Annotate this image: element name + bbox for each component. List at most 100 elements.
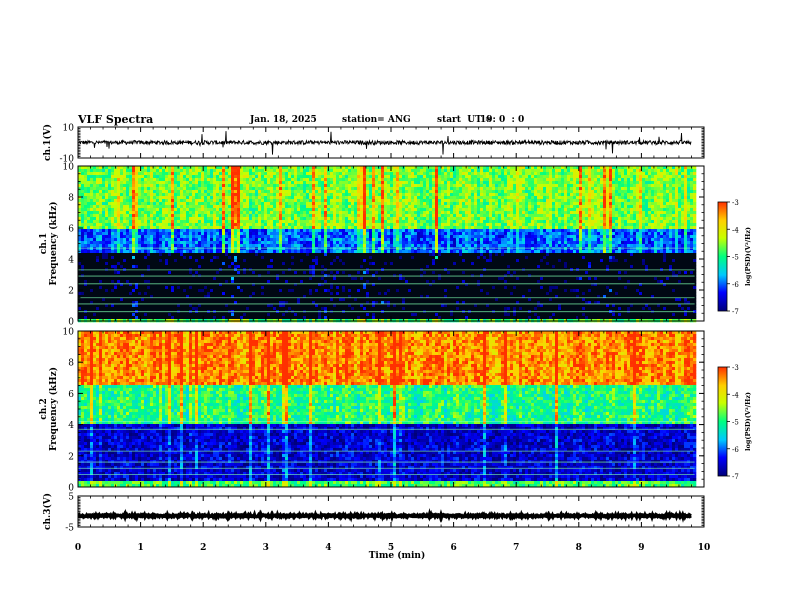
spectrogram-cell — [459, 196, 463, 200]
spectrogram-cell — [228, 205, 232, 209]
spectrogram-cell — [123, 217, 127, 221]
spectrogram-cell — [330, 172, 334, 176]
spectrogram-cell — [525, 211, 529, 215]
spectrogram-cell — [117, 208, 121, 212]
spectrogram-cell — [654, 202, 658, 206]
spectrogram-cell — [456, 172, 460, 176]
spectrogram-cell — [417, 208, 421, 212]
spectrogram-cell — [183, 220, 187, 224]
spectrogram-cell — [351, 166, 355, 170]
spectrogram-cell — [495, 169, 499, 173]
spectrogram-cell — [402, 190, 406, 194]
spectrogram-cell — [84, 208, 88, 212]
spectrogram-cell — [135, 217, 139, 221]
spectrogram-cell — [90, 235, 94, 239]
spectrogram-cell — [588, 211, 592, 215]
spectrogram-cell — [279, 202, 283, 206]
spectrogram-cell — [423, 208, 427, 212]
spectrogram-cell — [528, 172, 532, 176]
spectrogram-cell — [684, 190, 688, 194]
spectrogram-cell — [360, 190, 364, 194]
spectrogram-cell — [594, 214, 598, 218]
spectrogram-cell — [288, 235, 292, 239]
spectrogram-cell — [183, 217, 187, 221]
spectrogram-cell — [78, 187, 82, 191]
spectrogram-cell — [372, 175, 376, 179]
spectrogram-cell — [324, 205, 328, 209]
spectrogram-cell — [93, 211, 97, 215]
spectrogram-cell — [558, 166, 562, 170]
spectrogram-cell — [378, 184, 382, 188]
spectrogram-cell — [330, 175, 334, 179]
spectrogram-cell — [462, 223, 466, 227]
spectrogram-cell — [249, 187, 253, 191]
spectrogram-cell — [255, 181, 259, 185]
spectrogram-cell — [480, 184, 484, 188]
spectrogram-cell — [99, 226, 103, 230]
spectrogram-cell — [234, 184, 238, 188]
spectrogram-cell — [540, 196, 544, 200]
spectrogram-cell — [432, 223, 436, 227]
spectrogram-cell — [411, 178, 415, 182]
spectrogram-cell — [690, 193, 694, 197]
spectrogram-cell — [327, 202, 331, 206]
spectrogram-cell — [336, 235, 340, 239]
spectrogram-cell — [642, 223, 646, 227]
spectrogram-cell — [384, 214, 388, 218]
spectrogram-cell — [573, 232, 577, 236]
spectrogram-cell — [567, 223, 571, 227]
spectrogram-cell — [471, 217, 475, 221]
spectrogram-cell — [672, 172, 676, 176]
spectrogram-cell — [339, 220, 343, 224]
spectrogram-cell — [486, 229, 490, 233]
spectrogram-cell — [390, 217, 394, 221]
spectrogram-cell — [582, 172, 586, 176]
spectrogram-cell — [408, 205, 412, 209]
spectrogram-cell — [453, 190, 457, 194]
spectrogram-cell — [225, 199, 229, 203]
spectrogram-cell — [408, 175, 412, 179]
spectrogram-cell — [393, 172, 397, 176]
spectrogram-cell — [234, 166, 238, 170]
spectrogram-cell — [333, 187, 337, 191]
spectrogram-cell — [600, 229, 604, 233]
spectrogram-cell — [84, 226, 88, 230]
spectrogram-cell — [684, 175, 688, 179]
spectrogram-cell — [129, 193, 133, 197]
spectrogram-cell — [312, 169, 316, 173]
spectrogram-cell — [294, 232, 298, 236]
spectrogram-cell — [231, 232, 235, 236]
spectrogram-cell — [78, 196, 82, 200]
spectrogram-cell — [237, 202, 241, 206]
spectrogram-cell — [312, 190, 316, 194]
spectrogram-cell — [396, 196, 400, 200]
spectrogram-cell — [597, 220, 601, 224]
spectrogram-cell — [567, 220, 571, 224]
spectrogram-cell — [363, 169, 367, 173]
spectrogram-cell — [210, 223, 214, 227]
spectrogram-cell — [543, 208, 547, 212]
spectrogram-cell — [207, 235, 211, 239]
spectrogram-cell — [543, 169, 547, 173]
spectrogram-cell — [663, 172, 667, 176]
spectrogram-cell — [528, 232, 532, 236]
spectrogram-cell — [429, 214, 433, 218]
spectrogram-cell — [516, 214, 520, 218]
spectrogram-cell — [681, 214, 685, 218]
spectrogram-cell — [594, 184, 598, 188]
spectrogram-cell — [486, 181, 490, 185]
spectrogram-cell — [129, 220, 133, 224]
spectrogram-cell — [540, 199, 544, 203]
spectrogram-cell — [549, 232, 553, 236]
spectrogram-cell — [183, 196, 187, 200]
spectrogram-cell — [216, 184, 220, 188]
spectrogram-cell — [462, 202, 466, 206]
spectrogram-cell — [693, 232, 697, 236]
spectrogram-cell — [207, 175, 211, 179]
spectrogram-cell — [453, 178, 457, 182]
spectrogram-cell — [489, 172, 493, 176]
spectrogram-cell — [216, 211, 220, 215]
spectrogram-cell — [360, 226, 364, 230]
spectrogram-cell — [177, 217, 181, 221]
spectrogram-cell — [579, 211, 583, 215]
